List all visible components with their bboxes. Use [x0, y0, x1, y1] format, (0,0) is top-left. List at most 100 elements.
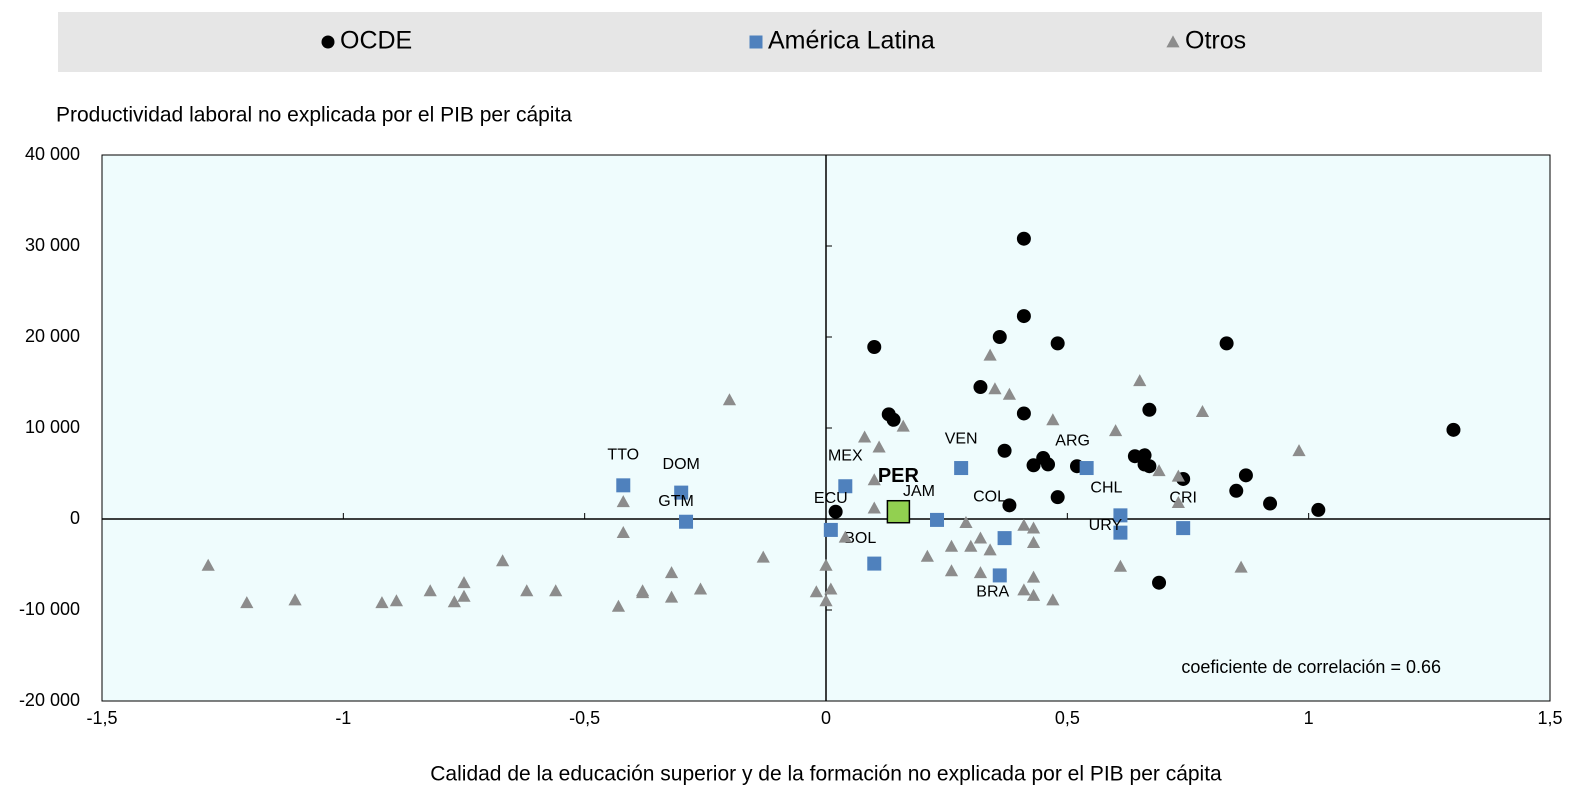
point	[886, 499, 911, 524]
point	[944, 539, 959, 552]
point	[838, 530, 852, 543]
point	[867, 340, 882, 355]
y-tick-label: 0	[70, 508, 80, 528]
point	[867, 501, 881, 514]
point	[997, 443, 1012, 458]
point	[1219, 336, 1234, 351]
point	[809, 585, 823, 598]
y-tick-label: 40 000	[25, 144, 80, 164]
point	[1050, 490, 1065, 505]
point-label: PER	[878, 465, 920, 487]
point	[1113, 525, 1128, 540]
point	[722, 393, 737, 406]
point	[1002, 498, 1017, 513]
point	[1152, 464, 1166, 477]
point	[997, 531, 1012, 546]
point-label: GTM	[658, 493, 694, 510]
point	[1176, 521, 1191, 536]
y-tick-label: -20 000	[19, 690, 80, 710]
point	[1026, 570, 1041, 583]
point	[1446, 422, 1461, 437]
point	[549, 584, 563, 597]
point-label: TTO	[607, 447, 639, 464]
point	[944, 564, 959, 577]
annotation: coeficiente de correlación = 0.66	[1181, 657, 1441, 677]
point	[1152, 575, 1167, 590]
point-label: COL	[973, 488, 1006, 505]
point	[1292, 444, 1306, 457]
point-label: ARG	[1055, 432, 1090, 449]
point	[1026, 536, 1041, 549]
point	[1234, 560, 1248, 573]
legend-box	[58, 12, 1542, 72]
point	[616, 478, 631, 493]
point	[964, 539, 978, 552]
point	[896, 419, 910, 432]
point	[447, 595, 461, 608]
point	[992, 568, 1007, 583]
point	[1113, 559, 1128, 572]
point	[616, 526, 630, 539]
point	[872, 440, 886, 453]
point	[1229, 483, 1244, 498]
point	[1142, 459, 1157, 474]
point-label: DOM	[663, 456, 700, 473]
point	[1026, 521, 1041, 534]
point	[973, 380, 988, 395]
point	[973, 531, 988, 544]
point	[823, 522, 838, 537]
point	[693, 582, 708, 595]
point	[1113, 508, 1128, 523]
point	[983, 543, 997, 556]
point-label: BRA	[976, 584, 1009, 601]
point-label: JAM	[903, 483, 935, 500]
point	[1002, 387, 1017, 400]
point	[756, 550, 770, 563]
point-label: CRI	[1169, 489, 1197, 506]
point	[886, 412, 901, 427]
legend-marker	[749, 35, 763, 49]
y-tick-label: 10 000	[25, 417, 80, 437]
point	[819, 558, 833, 571]
point	[1016, 231, 1031, 246]
x-tick-label: -0,5	[569, 708, 600, 728]
point	[867, 556, 882, 571]
point	[1238, 468, 1253, 483]
point	[828, 504, 843, 519]
y-tick-label: 20 000	[25, 326, 80, 346]
point	[954, 461, 969, 476]
point	[1195, 405, 1210, 418]
point	[1016, 309, 1031, 324]
point-label: MEX	[828, 447, 863, 464]
point	[1046, 413, 1060, 426]
point	[611, 599, 626, 612]
point	[1026, 588, 1041, 601]
point	[1017, 583, 1031, 596]
point	[1017, 518, 1031, 531]
point	[838, 479, 853, 494]
point	[389, 594, 404, 607]
x-tick-label: -1,5	[86, 708, 117, 728]
point	[1171, 469, 1185, 482]
point	[375, 596, 389, 609]
point	[858, 430, 872, 443]
point	[1079, 461, 1094, 476]
point	[930, 512, 945, 527]
point	[520, 584, 534, 597]
point-label: CHL	[1090, 480, 1122, 497]
point	[664, 566, 679, 579]
point	[819, 594, 833, 607]
point	[1026, 458, 1041, 473]
point	[201, 558, 215, 571]
point	[1109, 424, 1123, 437]
point	[973, 566, 988, 579]
point	[1133, 374, 1147, 387]
point	[1263, 496, 1278, 511]
x-tick-label: 1	[1304, 708, 1314, 728]
point	[959, 516, 973, 529]
legend-label: Otros	[1185, 27, 1246, 55]
x-tick-label: 1,5	[1537, 708, 1562, 728]
point	[992, 330, 1007, 344]
point-label: BOL	[844, 530, 876, 547]
